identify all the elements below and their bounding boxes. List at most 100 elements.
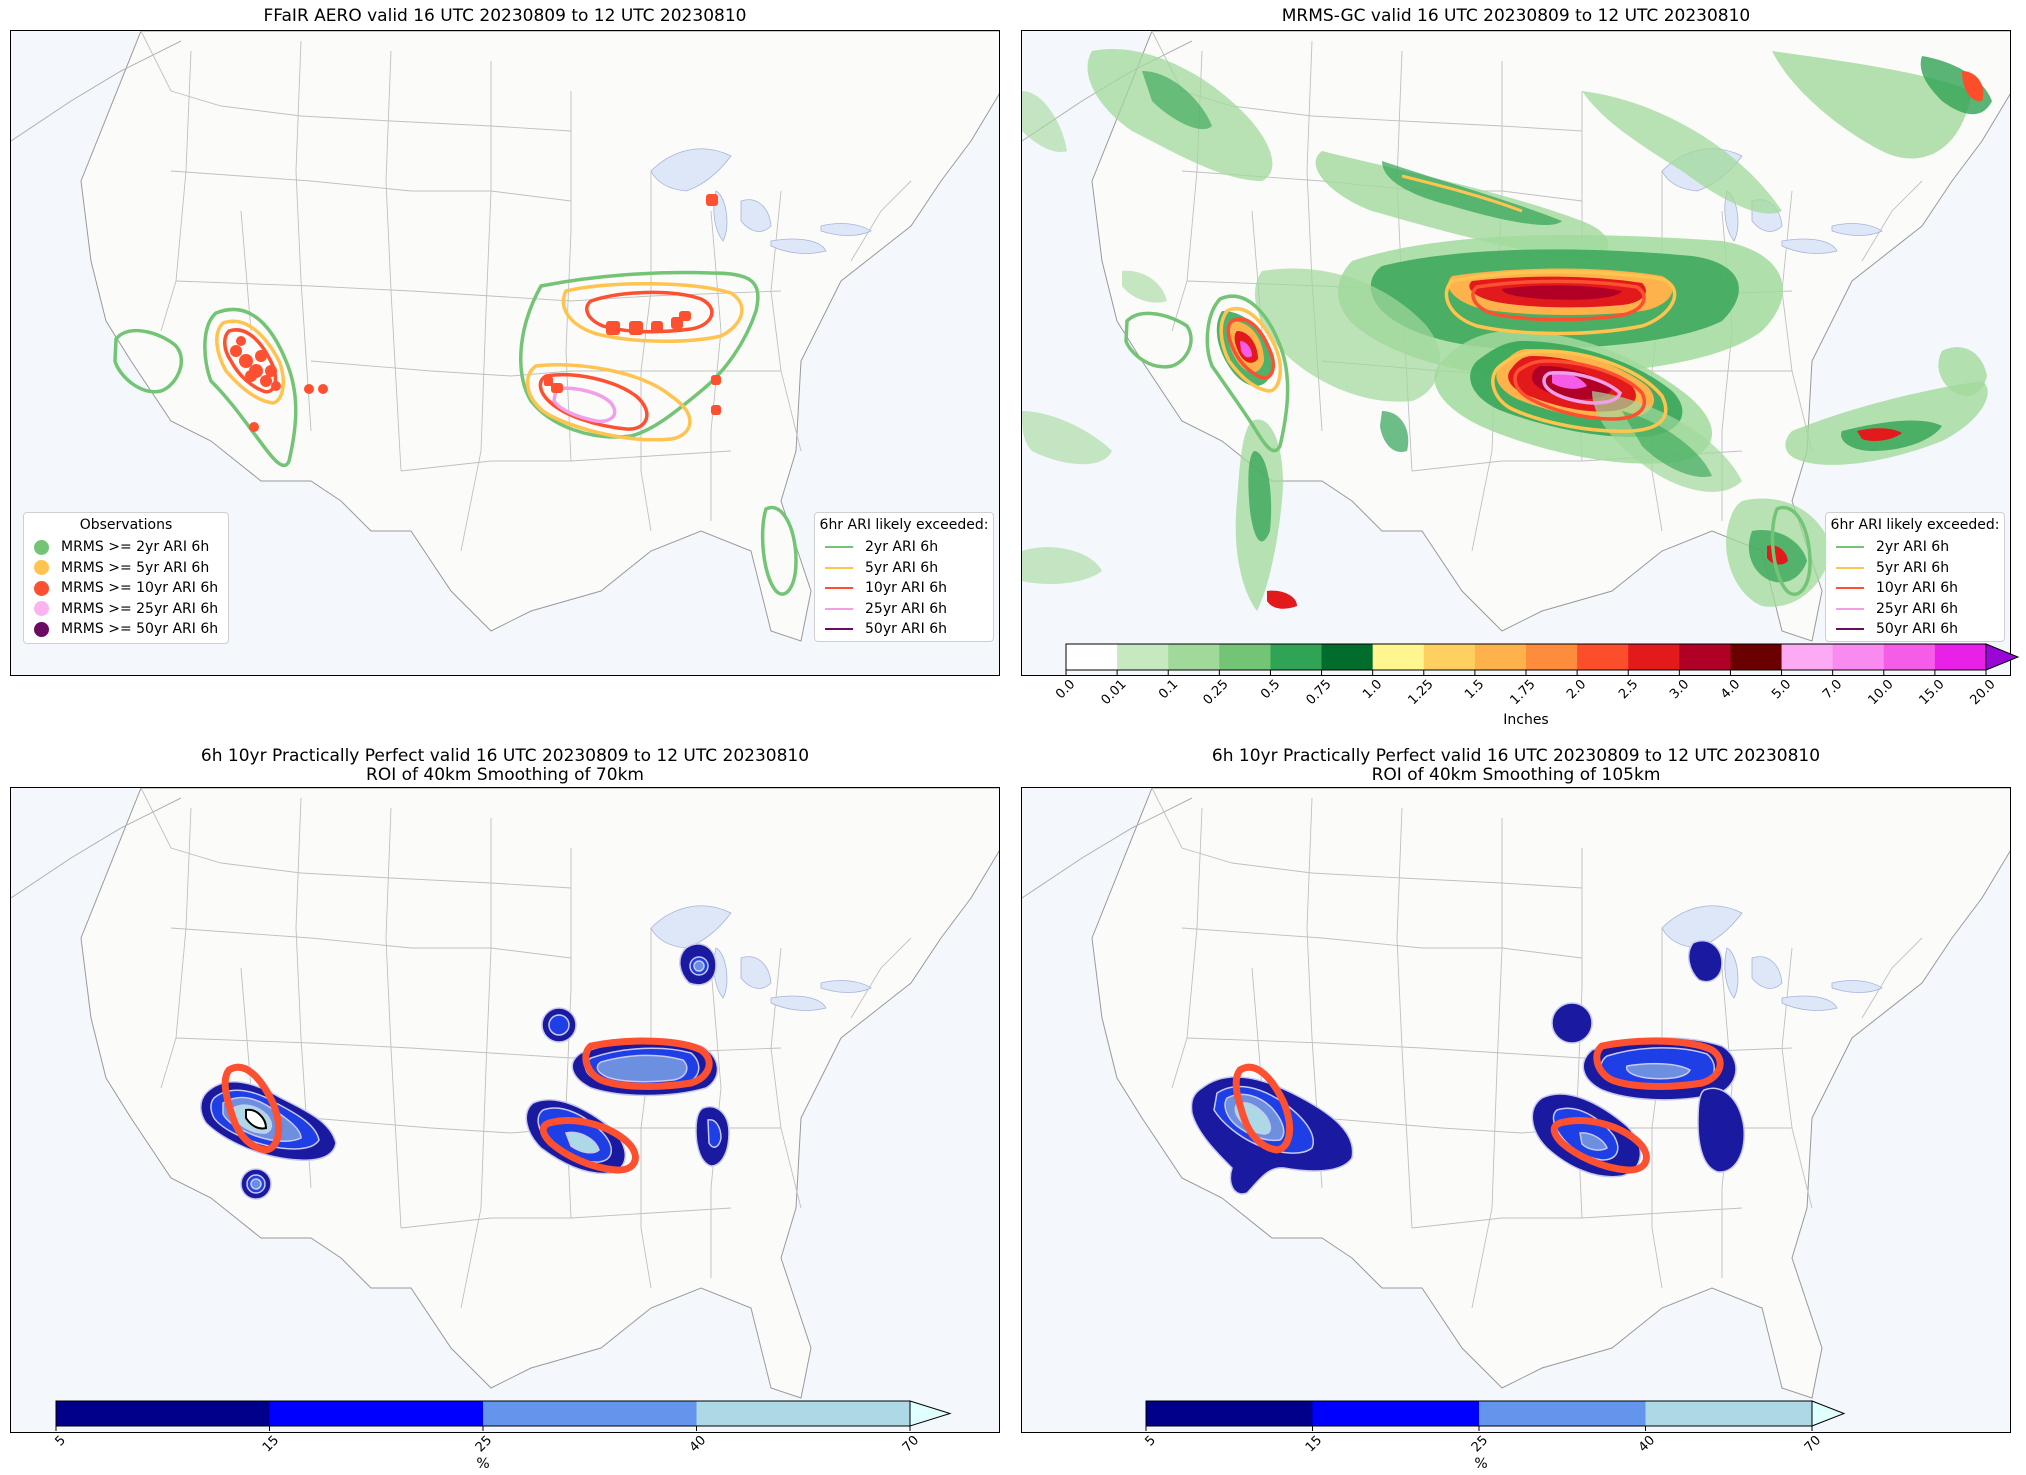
basemap [11, 788, 999, 1432]
legend-item: MRMS >= 2yr ARI 6h [24, 537, 228, 558]
ari-2yr-contour [1205, 294, 1290, 453]
ari-5yr-contour [1491, 349, 1668, 434]
colorbar-segment [1312, 1401, 1480, 1426]
legend-label: MRMS >= 25yr ARI 6h [61, 600, 219, 617]
ari-5yr-contour [215, 319, 286, 405]
legend-label: 50yr ARI 6h [865, 621, 947, 638]
legend-marker [34, 621, 49, 637]
colorbar-segment [1577, 644, 1629, 670]
percent-colorbar-label-left: % [476, 1456, 490, 1472]
legend-item: 50yr ARI 6h [1826, 619, 2004, 640]
ari-10yr-contour [1226, 317, 1275, 380]
ari-10yr-contour [223, 328, 278, 394]
ari-10yr-contour [1513, 359, 1646, 421]
ari-5yr-contour [525, 363, 692, 442]
ari-legend: 6hr ARI likely exceeded: 2yr ARI 6h 5yr … [1825, 512, 2005, 642]
ari-2yr-contour [203, 307, 298, 468]
ari-2yr-contour [760, 505, 798, 596]
legend-line [1836, 628, 1864, 631]
legend-item: 5yr ARI 6h [815, 558, 993, 579]
legend-line [825, 628, 853, 631]
colorbar-segment [1883, 644, 1936, 670]
panel1-title: FFaIR AERO valid 16 UTC 20230809 to 12 U… [263, 6, 747, 26]
legend-item: 5yr ARI 6h [1826, 558, 2004, 579]
ari-25yr-contour [1542, 371, 1622, 405]
precip-field [1022, 49, 1992, 611]
legend-item: MRMS >= 5yr ARI 6h [24, 558, 228, 579]
panel2-map[interactable]: 6hr ARI likely exceeded: 2yr ARI 6h 5yr … [1021, 30, 2011, 676]
colorbar-extend-arrow [1811, 1400, 1846, 1427]
ari-5yr-contour [1444, 269, 1677, 336]
legend-label: 50yr ARI 6h [1876, 621, 1958, 638]
panel4-map-graphic [1022, 788, 2010, 1432]
legend-line [1836, 546, 1864, 549]
panel3-title: 6h 10yr Practically Perfect valid 16 UTC… [200, 746, 810, 766]
legend-label: 25yr ARI 6h [865, 600, 947, 617]
legend-marker [34, 560, 49, 576]
legend-item: MRMS >= 10yr ARI 6h [24, 578, 228, 599]
legend-item: 25yr ARI 6h [1826, 599, 2004, 620]
panel3-map-graphic [11, 788, 999, 1432]
ari-5yr-contour [1219, 307, 1282, 393]
panel1-map[interactable]: Observations MRMS >= 2yr ARI 6h MRMS >= … [10, 30, 1000, 676]
basemap [1022, 788, 2010, 1432]
colorbar-segment [1526, 644, 1578, 670]
colorbar-segment [1168, 644, 1220, 670]
legend-label: 2yr ARI 6h [865, 539, 939, 556]
legend-label: 25yr ARI 6h [1876, 600, 1958, 617]
legend-item: 2yr ARI 6h [1826, 537, 2004, 558]
ari-2yr-contour [1124, 311, 1193, 369]
colorbar-segment [1146, 1401, 1313, 1426]
ari-legend: 6hr ARI likely exceeded: 2yr ARI 6h 5yr … [814, 512, 994, 642]
ari-2yr-contour [113, 328, 183, 394]
colorbar-segment [1781, 644, 1834, 670]
legend-label: 2yr ARI 6h [1876, 539, 1950, 556]
colorbar-segment [1645, 1401, 1813, 1426]
colorbar-segment [1219, 644, 1271, 670]
colorbar-segment [483, 1401, 697, 1426]
panel4-subtitle: ROI of 40km Smoothing of 105km [1371, 765, 1661, 785]
panel3-subtitle: ROI of 40km Smoothing of 70km [366, 765, 644, 785]
colorbar-segment [269, 1401, 484, 1426]
legend-marker [34, 601, 49, 617]
colorbar-segment [1321, 644, 1374, 670]
legend-line [825, 607, 853, 610]
panel2-title: MRMS-GC valid 16 UTC 20230809 to 12 UTC … [1281, 6, 1751, 26]
colorbar-segment [1066, 644, 1118, 670]
ari-2yr-contour [1770, 505, 1812, 596]
ari-5yr-contour [561, 281, 744, 343]
legend-label: 5yr ARI 6h [1876, 559, 1950, 576]
colorbar-segment [1423, 644, 1476, 670]
obs-10yr-contours [221, 1037, 713, 1174]
legend-line [1836, 587, 1864, 590]
obs-10yr-points [544, 194, 721, 415]
colorbar-segment [1372, 644, 1425, 670]
legend-item: MRMS >= 25yr ARI 6h [24, 599, 228, 620]
colorbar-segment [1730, 644, 1783, 670]
legend-label: MRMS >= 50yr ARI 6h [61, 621, 219, 638]
ari-10yr-contour [538, 372, 649, 431]
legend-label: MRMS >= 5yr ARI 6h [61, 559, 210, 576]
ari-legend-title: 6hr ARI likely exceeded: [819, 517, 989, 533]
legend-marker [34, 539, 49, 555]
obs-10yr-contours [1232, 1037, 1724, 1174]
colorbar-segment [1679, 644, 1731, 670]
panel2-map-graphic [1022, 31, 2010, 675]
legend-label: 10yr ARI 6h [1876, 580, 1958, 597]
legend-label: MRMS >= 10yr ARI 6h [61, 580, 219, 597]
percent-colorbar-label-right: % [1474, 1456, 1488, 1472]
colorbar-segment [696, 1401, 911, 1426]
legend-line [825, 587, 853, 590]
colorbar-segment [1479, 1401, 1646, 1426]
panel4-map[interactable] [1021, 787, 2011, 1433]
ari-25yr-contour [552, 386, 617, 424]
colorbar-segment [1117, 644, 1169, 670]
colorbar-segment [1270, 644, 1323, 670]
panel3-map[interactable] [10, 787, 1000, 1433]
colorbar-segment [1628, 644, 1680, 670]
legend-marker [34, 580, 49, 596]
colorbar-segment [1474, 644, 1527, 670]
